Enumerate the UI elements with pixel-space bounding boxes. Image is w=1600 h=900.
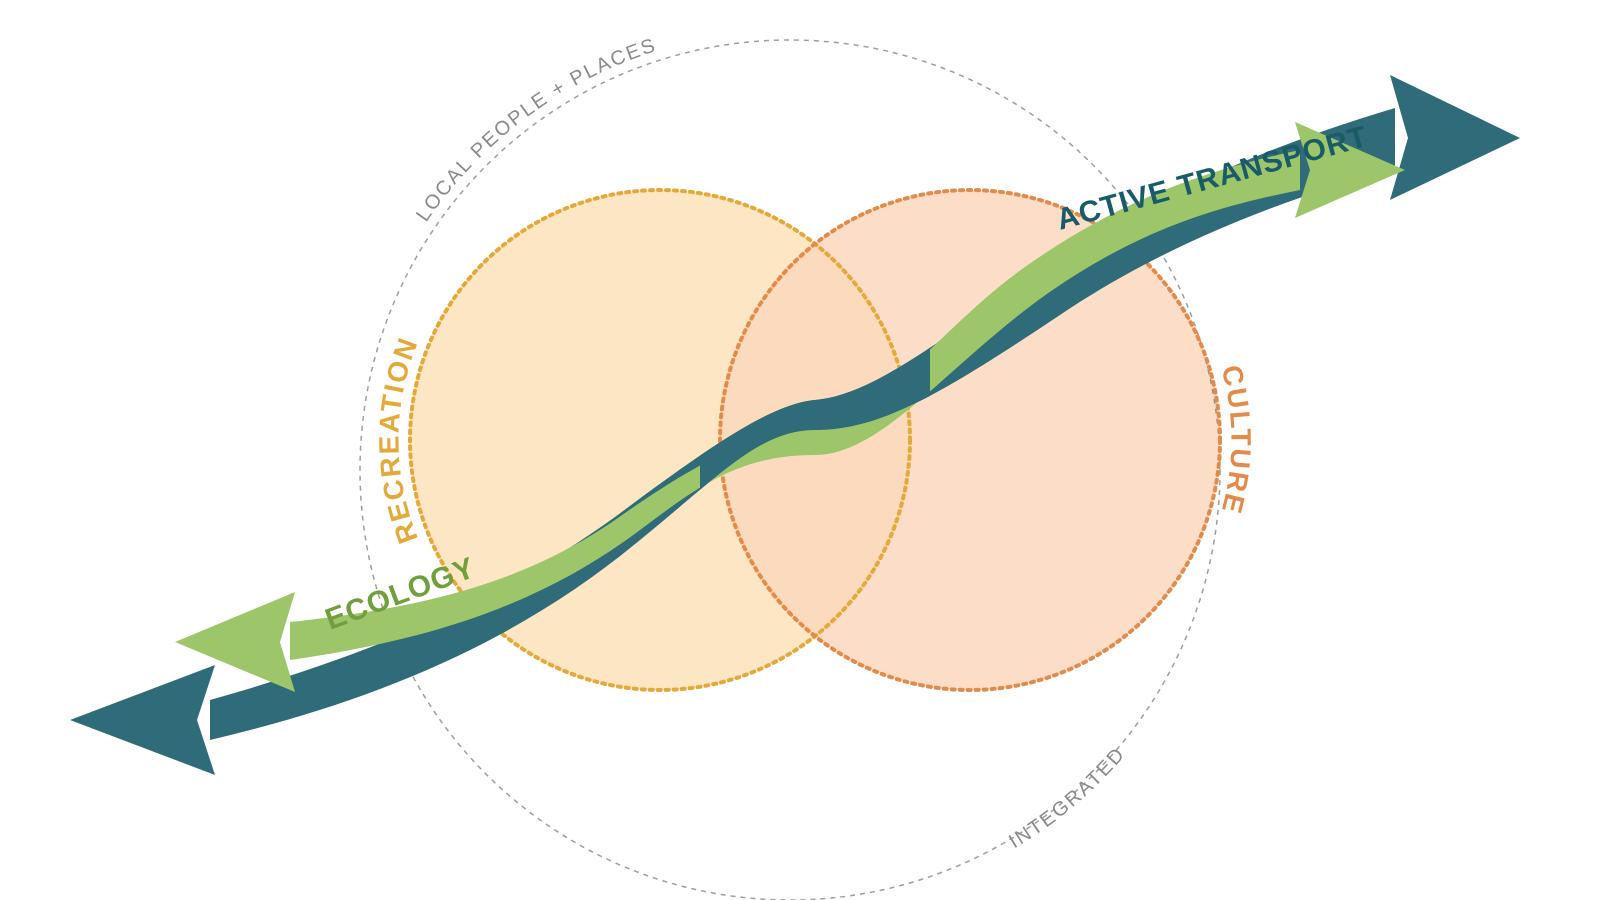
- outer-label-bottom: INTEGRATED: [1005, 743, 1130, 853]
- diagram-canvas: LOCAL PEOPLE + PLACES INTEGRATED RECREAT…: [0, 0, 1600, 900]
- arrow-teal-head-left: [70, 665, 215, 775]
- arrow-teal-head-right: [1390, 75, 1520, 200]
